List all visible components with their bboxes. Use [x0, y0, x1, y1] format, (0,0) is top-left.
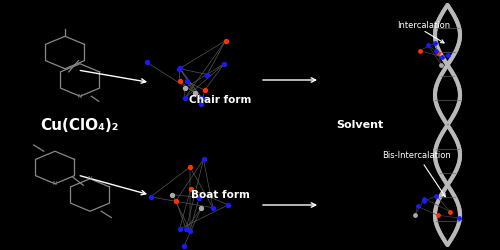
Point [220, 62, 228, 66]
Text: N: N [88, 176, 92, 181]
Point [182, 227, 190, 231]
Point [180, 96, 188, 100]
Point [209, 206, 217, 210]
Point [420, 199, 428, 203]
Point [192, 91, 200, 95]
Text: N: N [78, 94, 82, 99]
Text: Solvent: Solvent [336, 120, 384, 130]
Point [198, 96, 206, 100]
Point [176, 227, 184, 231]
Point [434, 213, 442, 217]
Point [424, 43, 432, 47]
Point [168, 192, 176, 196]
Point [222, 39, 230, 43]
Point [200, 158, 207, 162]
Point [172, 199, 180, 203]
Point [176, 79, 184, 83]
Text: Chair form: Chair form [189, 95, 251, 105]
Point [186, 187, 194, 191]
Point [198, 206, 205, 210]
Point [195, 196, 203, 200]
Text: Bis-Intercalation: Bis-Intercalation [382, 150, 451, 160]
Text: N: N [53, 181, 57, 186]
Point [416, 49, 424, 53]
Text: Cu(ClO₄)₂: Cu(ClO₄)₂ [40, 118, 118, 132]
Point [414, 204, 422, 208]
Point [432, 48, 440, 52]
Point [183, 79, 191, 83]
Point [186, 165, 194, 169]
Point [186, 228, 194, 232]
Point [200, 88, 208, 92]
Point [204, 72, 212, 76]
Point [432, 194, 440, 198]
Point [180, 244, 188, 248]
Point [446, 210, 454, 214]
Point [143, 60, 151, 64]
Point [438, 55, 446, 59]
Point [434, 51, 442, 55]
Point [431, 41, 439, 45]
Point [444, 53, 452, 57]
Point [197, 102, 205, 106]
Point [146, 195, 154, 199]
Text: Intercalation: Intercalation [398, 20, 450, 30]
Point [224, 203, 232, 207]
Point [180, 86, 188, 90]
Point [455, 216, 463, 220]
Point [420, 196, 428, 200]
Point [176, 67, 184, 71]
Text: Boat form: Boat form [190, 190, 250, 200]
Point [176, 66, 184, 70]
Point [437, 63, 445, 67]
Point [411, 213, 419, 217]
